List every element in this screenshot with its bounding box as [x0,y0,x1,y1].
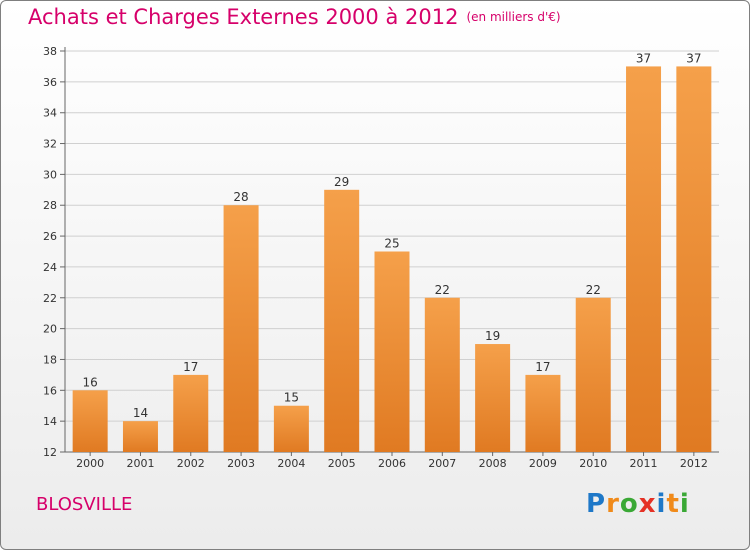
bar-value-label: 28 [233,190,248,204]
bar-value-label: 14 [133,406,148,420]
x-tick-label: 2006 [378,457,406,470]
bar [374,251,410,452]
y-tick-label: 18 [43,353,57,366]
logo-letter: t [666,489,680,519]
proxiti-logo: Proxiti [586,489,690,519]
bar-value-label: 29 [334,175,349,189]
bar [424,297,460,452]
bar [676,66,712,452]
bar [575,297,611,452]
x-tick-label: 2002 [177,457,205,470]
data-labels: 16 14 17 28 15 29 25 22 19 17 22 37 37 [83,51,702,420]
y-tick-label: 12 [43,446,57,459]
y-tick-label: 32 [43,138,57,151]
y-tick-label: 14 [43,415,57,428]
bar-value-label: 19 [485,329,500,343]
logo-letter: x [638,489,657,519]
x-tick-label: 2007 [428,457,456,470]
y-tick-label: 22 [43,292,57,305]
logo-letter: i [679,489,690,519]
x-tick-label: 2010 [579,457,607,470]
chart-title: Achats et Charges Externes 2000 à 2012 [28,5,459,29]
y-tick-label: 24 [43,261,57,274]
chart-unit: (en milliers d'€) [466,10,561,24]
bar [223,205,259,452]
bar [525,374,561,452]
bar [72,390,108,452]
bar-value-label: 16 [83,375,98,389]
y-tick-label: 36 [43,76,57,89]
y-tick-label: 34 [43,107,57,120]
bar-value-label: 17 [535,360,550,374]
x-tick-label: 2003 [227,457,255,470]
commune-name: BLOSVILLE [36,494,133,515]
bar [475,344,511,452]
bar-value-label: 22 [435,283,450,297]
y-tick-label: 28 [43,199,57,212]
y-tick-label: 26 [43,230,57,243]
axes: 12 14 16 18 20 22 24 26 28 30 32 34 36 38 2000 2001 2002… [43,45,719,470]
bar [324,189,360,453]
x-tick-label: 2004 [277,457,305,470]
bar-value-label: 17 [183,360,198,374]
bar [173,374,209,452]
y-tick-label: 20 [43,323,57,336]
x-tick-label: 2011 [630,457,658,470]
title-line: Achats et Charges Externes 2000 à 2012 (e… [28,5,561,29]
logo-letter: i [656,489,667,519]
x-tick-label: 2008 [479,457,507,470]
bar [122,421,158,452]
bar [273,405,309,452]
logo-letter: o [619,489,639,519]
bar-value-label: 22 [586,283,601,297]
bar [626,66,662,452]
x-tick-label: 2005 [328,457,356,470]
bar-value-label: 15 [284,391,299,405]
x-tick-label: 2009 [529,457,557,470]
logo-letter: r [606,489,620,519]
y-tick-label: 30 [43,168,57,181]
x-tick-label: 2012 [680,457,708,470]
x-tick-label: 2001 [126,457,154,470]
bar-value-label: 37 [636,51,651,65]
bars [72,66,712,453]
bar-value-label: 37 [686,51,701,65]
x-tick-label: 2000 [76,457,104,470]
logo-letter: P [586,489,607,519]
y-tick-label: 16 [43,384,57,397]
y-tick-label: 38 [43,45,57,58]
bar-value-label: 25 [384,237,399,251]
